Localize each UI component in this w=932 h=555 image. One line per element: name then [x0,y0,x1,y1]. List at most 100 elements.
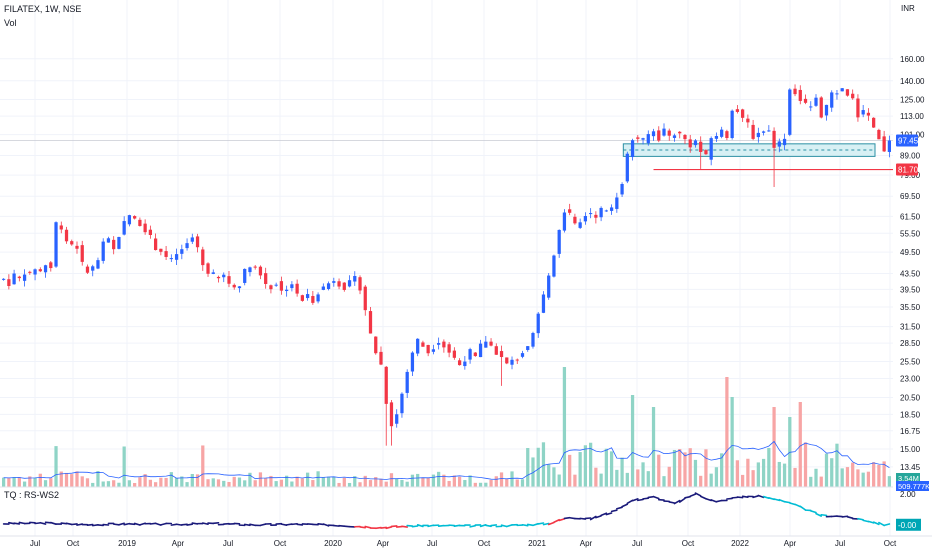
candle-body [526,346,529,350]
volume-bar [280,480,283,487]
candle-body [311,296,314,303]
volume-bar [652,407,655,487]
volume-bar [23,482,26,487]
time-tick-label: Oct [67,539,80,548]
support-zone [623,144,875,157]
candle-body [133,216,136,218]
candle-body [86,267,89,273]
indicator-segment [643,498,648,499]
price-tick-label: 125.00 [900,95,925,104]
volume-bar [867,472,870,487]
candle-body [505,357,508,363]
candle-body [175,254,178,260]
volume-bar [427,478,430,487]
volume-bar [678,449,681,487]
candle-body [248,267,251,272]
volume-bar [636,469,639,487]
volume-bar [877,465,880,487]
volume-bar [102,481,105,487]
volume-bar [432,475,435,487]
candle-body [28,272,31,273]
candle-body [704,150,707,154]
indicator-legend-label: TQ : RS-WS2 [4,490,59,500]
last-price-badge: 97.45 [896,135,919,147]
indicator-segment [402,526,407,527]
volume-bar [70,474,73,487]
volume-bar [65,473,68,487]
volume-bar [364,476,367,487]
indicator-segment [391,526,396,527]
indicator-segment [617,507,622,508]
volume-bar [741,475,744,487]
indicator-segment [622,504,627,506]
indicator-segment [67,523,72,524]
time-tick-label: Oct [274,539,287,548]
indicator-segment [601,513,606,515]
indicator-segment [412,526,417,527]
candle-body [757,133,760,137]
candle-body [102,242,105,261]
time-tick-label: Jul [223,539,233,548]
indicator-segment [800,506,805,510]
time-tick-label: 2022 [731,539,749,548]
volume-bar [33,478,36,487]
candle-body [185,243,188,248]
candle-body [164,251,167,257]
indicator-segment [171,524,176,525]
indicator-segment [701,496,706,498]
time-tick-label: Jul [427,539,437,548]
candle-body [662,129,665,136]
volume-ma-line [4,441,890,479]
candle-body [683,135,686,139]
candle-body [269,285,272,289]
volume-bar [505,479,508,487]
volume-bar [7,478,10,487]
time-tick-label: 2021 [528,539,546,548]
candle-body [558,230,561,254]
volume-bar [358,482,361,487]
candle-body [238,286,241,288]
candle-body [573,217,576,224]
candle-body [406,372,409,393]
volume-bar [170,472,173,487]
candle-body [489,342,492,346]
volume-bar [117,483,120,487]
indicator-segment [695,493,700,496]
indicator-segment [690,494,695,496]
volume-bar [348,483,351,487]
volume-bar [18,477,21,487]
candle-body [7,279,10,286]
candle-body [710,138,713,160]
volume-bar [888,476,891,487]
price-tick-label: 39.50 [900,285,921,294]
candle-body [594,215,597,218]
volume-bar [772,407,775,487]
support-price-badge: 81.70 [896,164,919,176]
time-tick-label: Apr [784,539,797,548]
volume-bar [699,476,702,487]
candle-body [91,266,94,270]
candle-body [123,221,126,235]
candle-body [788,90,791,135]
volume-bar [568,455,571,487]
indicator-tick-top: 2.00 [900,490,916,499]
indicator-segment [779,500,784,502]
candle-body [537,314,540,333]
volume-bar [731,397,734,487]
volume-bar [390,473,393,487]
indicator-segment [654,497,659,499]
volume-bar [856,469,859,487]
indicator-segment [297,524,302,525]
volume-bar [605,449,608,487]
indicator-segment [454,525,459,526]
volume-bar [138,477,141,487]
indicator-segment [648,497,653,498]
volume-bar [81,476,84,487]
price-axis[interactable]: INR160.00140.00125.00113.00101.0089.0079… [893,0,932,550]
candle-body [427,345,430,353]
candle-body [841,88,844,91]
volume-bar [369,480,372,487]
